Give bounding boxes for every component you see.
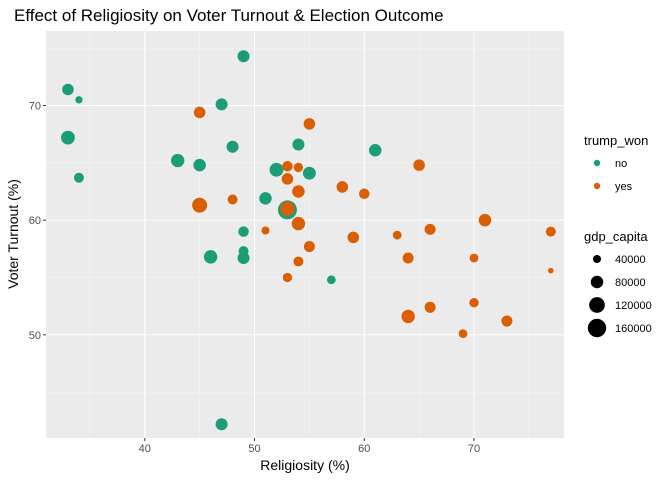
- y-tick-label: 50: [29, 330, 41, 342]
- legend-size-label: 120000: [615, 300, 652, 312]
- y-axis-title: Voter Turnout (%): [5, 179, 21, 289]
- point-no: [292, 138, 305, 151]
- point-yes: [458, 329, 468, 339]
- x-tick-label: 70: [468, 443, 480, 455]
- point-no: [62, 83, 74, 96]
- point-yes: [280, 201, 295, 216]
- point-no: [215, 98, 228, 111]
- chart-title: Effect of Religiosity on Voter Turnout &…: [14, 6, 444, 25]
- point-no: [61, 130, 75, 145]
- point-no: [237, 50, 250, 63]
- legend-size: gdp_capita 40000 80000 120000 160000: [584, 229, 652, 338]
- point-no: [259, 192, 272, 205]
- point-yes: [282, 161, 293, 172]
- point-no: [73, 172, 84, 183]
- point-yes: [261, 226, 270, 235]
- point-yes: [336, 181, 349, 193]
- point-yes: [545, 226, 556, 237]
- x-tick-label: 60: [358, 443, 370, 455]
- x-axis-title: Religiosity (%): [260, 457, 349, 473]
- gridlines: [46, 31, 564, 438]
- point-yes: [291, 216, 306, 231]
- legend-size-entries: 40000 80000 120000 160000: [587, 254, 652, 338]
- point-no: [238, 226, 249, 237]
- plot-panel: [46, 31, 564, 438]
- legend-size-label: 160000: [615, 323, 652, 335]
- point-yes: [282, 272, 293, 283]
- point-yes: [293, 256, 304, 267]
- point-no: [237, 251, 250, 265]
- point-no: [75, 96, 83, 104]
- legend-swatch-no: [593, 159, 601, 167]
- point-no: [215, 418, 228, 431]
- point-yes: [347, 231, 360, 244]
- point-no: [302, 166, 316, 180]
- legend-size-title: gdp_capita: [584, 229, 648, 244]
- point-yes: [469, 253, 479, 263]
- point-yes: [548, 267, 554, 274]
- point-yes: [303, 118, 316, 130]
- legend-size-label: 40000: [615, 254, 646, 266]
- legend-size-swatch: [587, 318, 607, 338]
- point-yes: [424, 301, 436, 313]
- legend-color: trump_won no yes: [584, 133, 648, 193]
- legend-swatch-yes: [593, 182, 601, 190]
- point-no: [203, 250, 218, 264]
- point-yes: [424, 223, 436, 235]
- point-yes: [392, 230, 402, 240]
- x-tick-label: 50: [248, 443, 260, 455]
- point-yes: [469, 298, 479, 308]
- point-yes: [359, 188, 370, 200]
- y-tick-label: 60: [29, 215, 41, 227]
- x-axis-ticks: 40 50 60 70: [139, 438, 480, 455]
- point-yes: [193, 106, 206, 119]
- legend-size-swatch: [589, 297, 605, 313]
- legend-label-no: no: [615, 158, 627, 170]
- point-yes: [303, 241, 315, 253]
- legend-label-yes: yes: [615, 181, 633, 193]
- point-yes: [401, 309, 415, 324]
- point-no: [326, 275, 336, 285]
- point-no: [226, 140, 239, 153]
- point-yes: [413, 159, 425, 171]
- point-no: [269, 162, 284, 177]
- point-yes: [227, 194, 238, 205]
- point-no: [368, 143, 382, 157]
- point-no: [171, 153, 185, 168]
- point-yes: [501, 315, 513, 327]
- point-yes: [192, 197, 208, 213]
- legend-size-swatch: [590, 275, 604, 289]
- legend-color-title: trump_won: [584, 133, 648, 148]
- point-yes: [402, 252, 414, 264]
- point-yes: [281, 173, 294, 185]
- legend-size-label: 80000: [615, 277, 646, 289]
- y-tick-label: 70: [29, 101, 41, 113]
- point-no: [193, 158, 206, 172]
- x-tick-label: 40: [139, 443, 151, 455]
- point-yes: [478, 213, 492, 227]
- point-yes: [293, 162, 304, 173]
- data-points: [61, 50, 556, 431]
- y-axis-ticks: 50 60 70: [29, 101, 46, 342]
- legend-size-swatch: [592, 254, 602, 264]
- point-yes: [292, 185, 305, 198]
